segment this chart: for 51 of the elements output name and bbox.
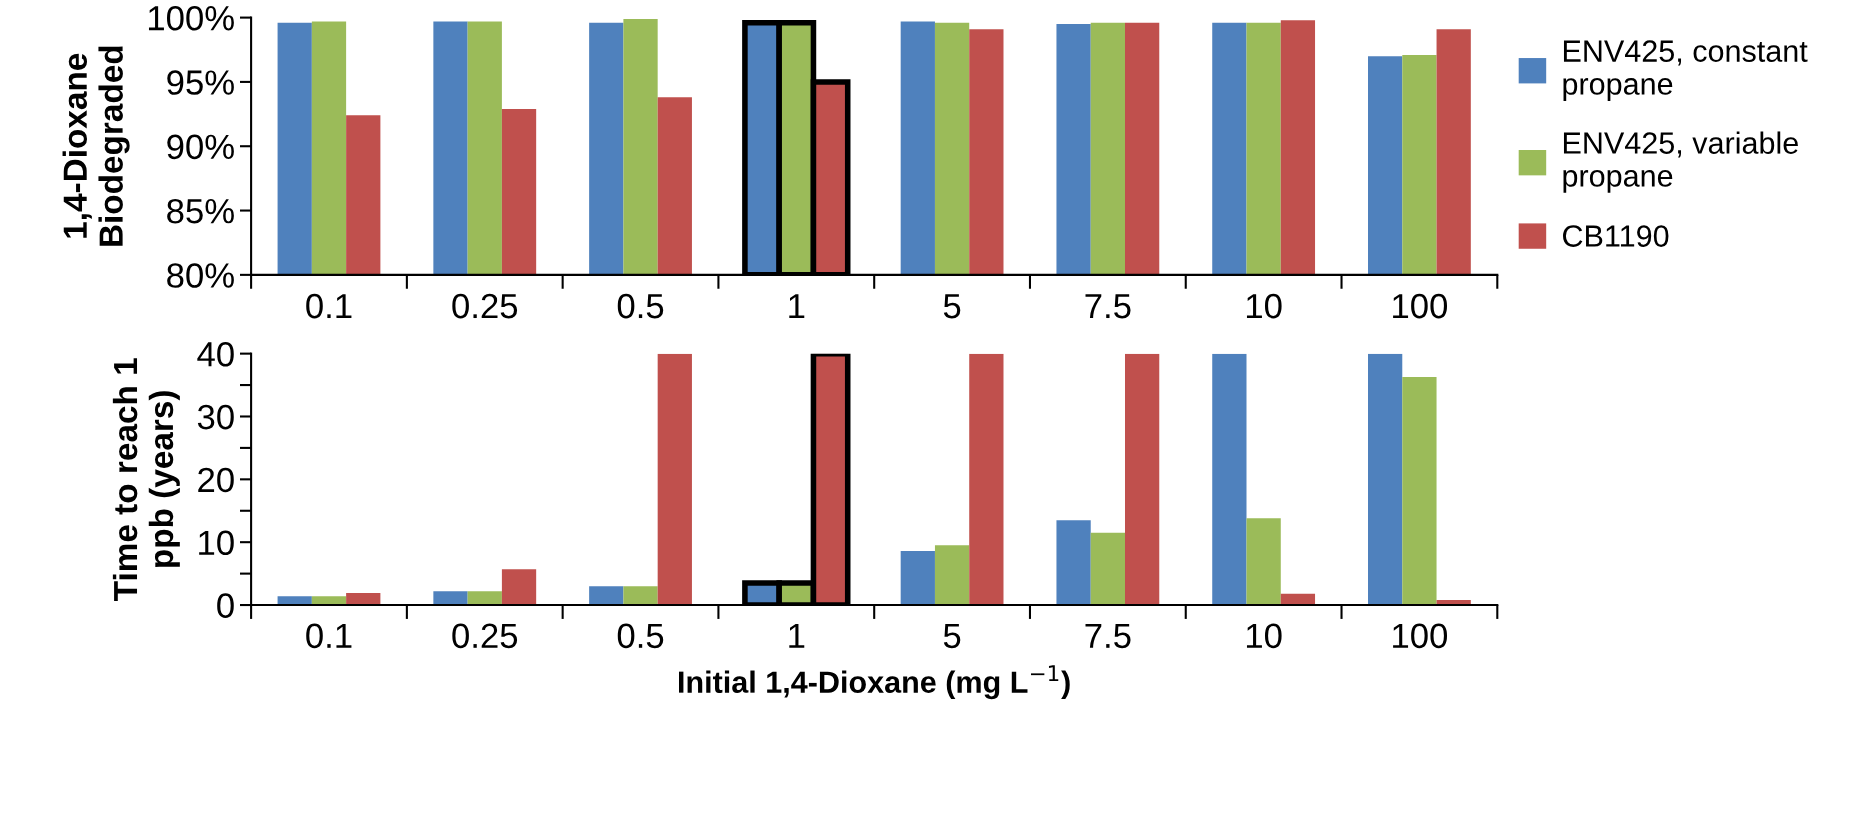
bar — [1212, 353, 1247, 606]
y-tick-label: 20 — [198, 467, 234, 493]
bar — [589, 586, 624, 606]
x-tick-label: 0.1 — [306, 293, 352, 319]
x-tick-label: 100 — [1393, 293, 1448, 319]
bar — [467, 591, 502, 606]
bar — [934, 545, 970, 606]
x-axis-title: Initial 1,4-Dioxane (mg L$^{−1}$) — [679, 665, 1070, 700]
bar — [657, 353, 692, 606]
x-tick-label: 1 — [789, 294, 805, 319]
bar — [969, 353, 1004, 606]
bar — [346, 593, 381, 606]
bar — [623, 586, 658, 606]
x-tick-label: 7.5 — [1085, 623, 1131, 649]
x-tick-label: 10 — [1246, 623, 1282, 649]
bar — [433, 591, 468, 606]
x-tick-label: 100 — [1393, 623, 1448, 649]
bar — [1090, 532, 1125, 606]
y-tick-label: 95% — [167, 70, 234, 95]
bar — [1402, 376, 1437, 606]
y-axis-title: Time to reach 1 ppb (years) — [112, 358, 180, 601]
x-tick-label: 7.5 — [1085, 294, 1131, 319]
bar — [1056, 520, 1091, 606]
x-tick-label: 0.5 — [617, 293, 664, 319]
x-tick-label: 0.25 — [452, 293, 518, 319]
legend-label: CB1190 — [1563, 225, 1669, 247]
y-tick-label: 30 — [197, 404, 234, 430]
x-tick-label: 5 — [943, 623, 961, 649]
bar — [1368, 353, 1403, 606]
bar — [311, 596, 347, 606]
bar — [1246, 518, 1281, 606]
y-tick-label: 40 — [197, 341, 234, 367]
y-tick-label: 0 — [217, 593, 234, 618]
x-tick-label: 1 — [789, 623, 805, 648]
y-tick-label: 100% — [148, 5, 234, 31]
x-tick-label: 10 — [1246, 293, 1282, 319]
legend-label: ENV425, variable propane — [1563, 131, 1798, 193]
bar — [1125, 353, 1160, 606]
y-tick-label: 85% — [167, 198, 234, 224]
x-tick-label: 0.5 — [617, 623, 664, 649]
bar — [277, 596, 312, 606]
x-tick-label: 0.25 — [452, 623, 518, 649]
y-tick-label: 80% — [167, 263, 234, 288]
x-tick-label: 0.1 — [306, 623, 352, 649]
y-tick-label: 10 — [199, 530, 234, 556]
x-tick-label: 5 — [943, 294, 961, 319]
bar — [501, 569, 537, 606]
legend-label: ENV425, constant propane — [1563, 40, 1808, 101]
y-tick-label: 90% — [167, 134, 234, 160]
bar — [900, 550, 935, 606]
y-axis-title: 1,4-Dioxane Biodegraded — [62, 46, 130, 246]
